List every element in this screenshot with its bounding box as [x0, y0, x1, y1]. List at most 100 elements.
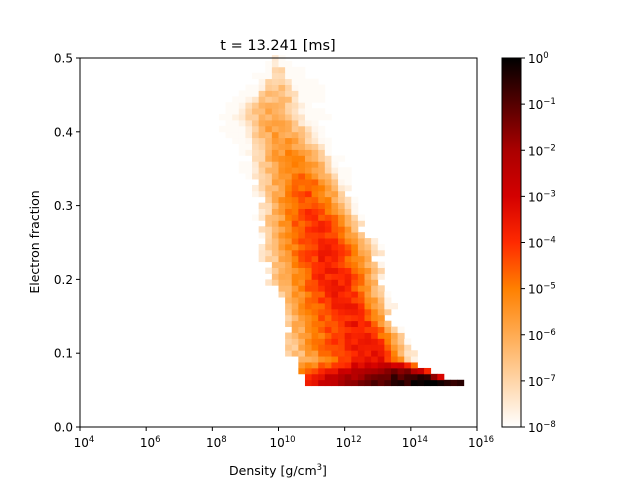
heatmap-cell — [232, 137, 240, 144]
heatmap-cell — [324, 303, 332, 310]
heatmap-cell — [304, 96, 312, 103]
heatmap-cell — [371, 314, 379, 322]
heatmap-cell — [225, 108, 233, 115]
heatmap-cell — [338, 155, 346, 162]
heatmap-cell — [298, 119, 306, 127]
heatmap-cell — [338, 308, 346, 316]
heatmap-cell — [324, 362, 332, 369]
heatmap-cell — [357, 285, 365, 292]
heatmap-cell — [397, 350, 405, 357]
heatmap-cells — [218, 55, 465, 387]
heatmap-cell — [351, 356, 359, 363]
heatmap-cell — [304, 161, 312, 168]
heatmap-cell — [258, 214, 266, 221]
heatmap-cell — [285, 249, 293, 257]
heatmap-cell — [265, 255, 273, 263]
heatmap-cell — [304, 131, 312, 139]
heatmap-cell — [291, 338, 299, 345]
heatmap-cell — [304, 362, 312, 369]
heatmap-cell — [324, 226, 332, 233]
heatmap-cell — [324, 220, 332, 227]
heatmap-cell — [265, 84, 273, 91]
heatmap-cell — [364, 297, 372, 304]
heatmap-cell — [357, 297, 365, 304]
heatmap-cell — [291, 167, 299, 174]
heatmap-cell — [331, 332, 339, 339]
heatmap-cell — [304, 137, 312, 144]
heatmap-cell — [304, 261, 312, 268]
heatmap-cell — [238, 96, 246, 103]
heatmap-cell — [311, 173, 319, 180]
heatmap-cell — [285, 344, 293, 351]
heatmap-cell — [304, 356, 312, 363]
heatmap-cell — [324, 332, 332, 339]
heatmap-cell — [390, 367, 398, 375]
heatmap-cell — [271, 119, 279, 127]
heatmap-cell — [357, 249, 365, 257]
heatmap-cell — [311, 78, 319, 85]
heatmap-cell — [298, 297, 306, 304]
colorbar-tick-label: 10−3 — [528, 189, 556, 204]
heatmap-cell — [324, 291, 332, 298]
heatmap-cell — [271, 155, 279, 162]
heatmap-cell — [252, 119, 260, 127]
heatmap-cell — [364, 238, 372, 245]
heatmap-cell — [338, 196, 346, 204]
heatmap-cell — [351, 232, 359, 239]
heatmap-cell — [351, 208, 359, 215]
heatmap-cell — [278, 208, 286, 215]
heatmap-cell — [331, 303, 339, 310]
heatmap-cell — [344, 285, 352, 292]
heatmap-cell — [338, 332, 346, 339]
heatmap-cell — [371, 273, 379, 280]
heatmap-cell — [338, 255, 346, 263]
heatmap-cell — [245, 125, 253, 133]
heatmap-cell — [265, 161, 273, 168]
heatmap-cell — [298, 179, 306, 186]
heatmap-cell — [397, 373, 405, 381]
heatmap-cell — [351, 226, 359, 233]
heatmap-cell — [298, 249, 306, 257]
heatmap-cell — [344, 379, 352, 387]
heatmap-cell — [417, 373, 425, 381]
heatmap-cell — [271, 161, 279, 168]
heatmap-cell — [285, 173, 293, 180]
heatmap-cell — [331, 208, 339, 215]
heatmap-cell — [265, 179, 273, 186]
heatmap-cell — [357, 338, 365, 345]
heatmap-cell — [258, 78, 266, 85]
heatmap-cell — [404, 362, 412, 369]
heatmap-cell — [397, 338, 405, 345]
heatmap-cell — [331, 196, 339, 204]
heatmap-cell — [271, 179, 279, 186]
heatmap-cell — [278, 155, 286, 162]
heatmap-cell — [357, 303, 365, 310]
heatmap-cell — [338, 291, 346, 298]
heatmap-cell — [304, 190, 312, 198]
heatmap-cell — [318, 279, 326, 286]
heatmap-cell — [278, 143, 286, 150]
heatmap-cell — [304, 320, 312, 328]
heatmap-cell — [258, 255, 266, 263]
heatmap-cell — [404, 344, 412, 351]
heatmap-cell — [364, 255, 372, 263]
heatmap-cell — [410, 379, 418, 387]
heatmap-cell — [278, 78, 286, 85]
heatmap-cell — [318, 232, 326, 239]
heatmap-cell — [285, 149, 293, 156]
heatmap-cell — [285, 179, 293, 186]
heatmap-cell — [311, 373, 319, 381]
heatmap-cell — [304, 196, 312, 204]
heatmap-cell — [298, 243, 306, 251]
heatmap-cell — [285, 96, 293, 103]
heatmap-cell — [371, 350, 379, 357]
heatmap-cell — [324, 356, 332, 363]
heatmap-cell — [377, 285, 385, 292]
heatmap-cell — [338, 285, 346, 292]
heatmap-cell — [384, 297, 392, 304]
heatmap-cell — [298, 226, 306, 233]
heatmap-cell — [258, 232, 266, 239]
heatmap-cell — [437, 379, 445, 387]
heatmap-cell — [304, 367, 312, 375]
heatmap-cell — [338, 214, 346, 221]
